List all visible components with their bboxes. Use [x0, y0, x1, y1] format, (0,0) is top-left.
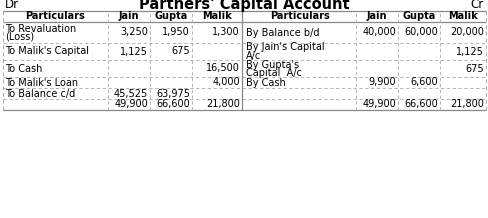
Text: Particulars: Particulars [25, 12, 85, 22]
Text: To Malik's Capital: To Malik's Capital [5, 46, 89, 56]
Text: Jain: Jain [119, 12, 139, 22]
Text: Cr: Cr [470, 0, 483, 12]
Text: 1,125: 1,125 [455, 46, 483, 56]
Text: 66,600: 66,600 [156, 99, 190, 109]
Text: 1,300: 1,300 [212, 27, 240, 37]
Text: To Malik's Loan: To Malik's Loan [5, 78, 78, 87]
Text: 6,600: 6,600 [409, 78, 437, 87]
Text: 3,250: 3,250 [120, 27, 148, 37]
Text: 45,525: 45,525 [114, 89, 148, 99]
Text: 49,900: 49,900 [362, 99, 395, 109]
Text: A/c: A/c [245, 51, 261, 61]
Text: Partners' Capital Account: Partners' Capital Account [139, 0, 348, 12]
Text: (Loss): (Loss) [5, 31, 34, 41]
Text: Gupta: Gupta [154, 12, 187, 22]
Text: To Cash: To Cash [5, 63, 42, 73]
Text: 1,125: 1,125 [120, 46, 148, 56]
Text: Particulars: Particulars [269, 12, 329, 22]
Text: 1,950: 1,950 [162, 27, 190, 37]
Text: Capital  A/c: Capital A/c [245, 68, 301, 78]
Text: 675: 675 [171, 46, 190, 56]
Text: Malik: Malik [447, 12, 477, 22]
Text: 60,000: 60,000 [404, 27, 437, 37]
Text: By Cash: By Cash [245, 78, 285, 87]
Text: 9,900: 9,900 [367, 78, 395, 87]
Text: 21,800: 21,800 [206, 99, 240, 109]
Text: By Balance b/d: By Balance b/d [245, 27, 319, 37]
Text: 66,600: 66,600 [404, 99, 437, 109]
Text: 49,900: 49,900 [114, 99, 148, 109]
Text: To Balance c/d: To Balance c/d [5, 89, 75, 99]
Text: By Gupta's: By Gupta's [245, 60, 299, 70]
Text: 4,000: 4,000 [212, 78, 240, 87]
Text: 21,800: 21,800 [449, 99, 483, 109]
Text: 20,000: 20,000 [449, 27, 483, 37]
Text: 40,000: 40,000 [362, 27, 395, 37]
Text: To Revaluation: To Revaluation [5, 24, 76, 34]
Text: Gupta: Gupta [402, 12, 435, 22]
Text: Dr: Dr [5, 0, 19, 12]
Text: 63,975: 63,975 [156, 89, 190, 99]
Text: Malik: Malik [202, 12, 231, 22]
Text: By Jain's Capital: By Jain's Capital [245, 43, 324, 53]
Text: 675: 675 [465, 63, 483, 73]
Text: Jain: Jain [366, 12, 386, 22]
Text: 16,500: 16,500 [206, 63, 240, 73]
